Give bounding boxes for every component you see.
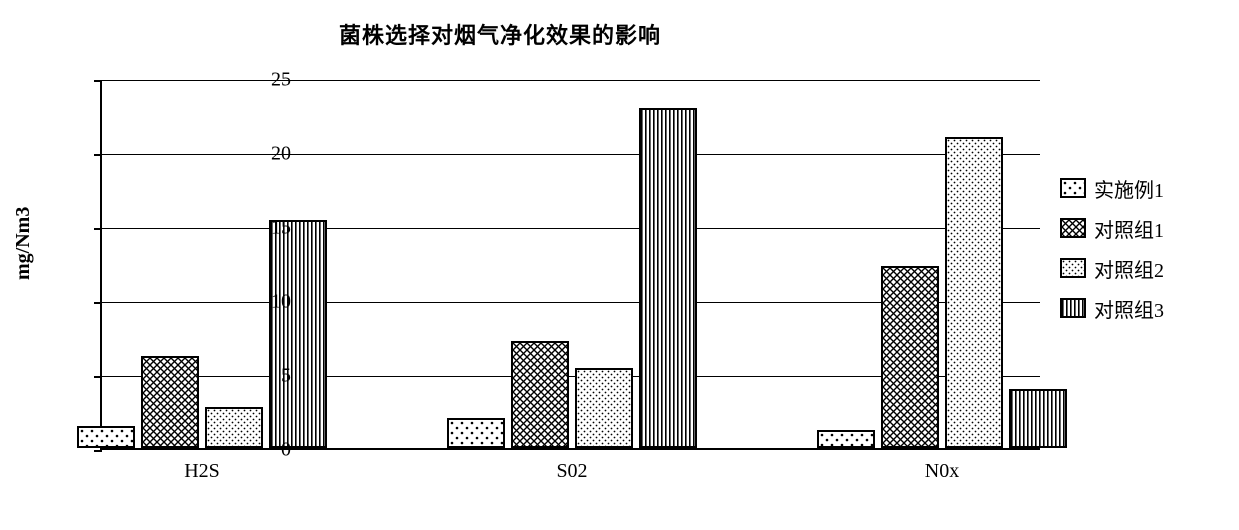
y-tick-mark [94,376,102,378]
legend-swatch [1060,258,1086,278]
y-tick-label: 10 [241,291,291,314]
bar [639,108,697,448]
legend-swatch [1060,178,1086,198]
bar [511,341,569,448]
legend: 实施例1 对照组1 对照组2 对照组3 [1060,168,1164,328]
bar [575,368,633,448]
bar [881,266,939,448]
bar [141,356,199,448]
legend-swatch [1060,298,1086,318]
bar [77,426,135,448]
chart-container: 菌株选择对烟气净化效果的影响 mg/Nm3 [0,0,1239,530]
y-tick-mark [94,228,102,230]
legend-item: 对照组2 [1060,248,1164,288]
y-tick-mark [94,450,102,452]
x-category-label: N0x [902,460,982,483]
y-tick-mark [94,154,102,156]
y-tick-label: 5 [241,365,291,388]
legend-label: 对照组2 [1094,254,1164,283]
x-category-label: S02 [532,460,612,483]
y-tick-label: 15 [241,217,291,240]
y-tick-label: 20 [241,143,291,166]
y-axis-label: mg/Nm3 [12,207,35,280]
legend-label: 对照组1 [1094,214,1164,243]
y-tick-label: 0 [241,439,291,462]
legend-item: 对照组3 [1060,288,1164,328]
bar [269,220,327,448]
legend-item: 对照组1 [1060,208,1164,248]
legend-swatch [1060,218,1086,238]
bar [945,137,1003,448]
bar [817,430,875,448]
y-tick-mark [94,80,102,82]
legend-label: 对照组3 [1094,294,1164,323]
legend-label: 实施例1 [1094,174,1164,203]
plot-area: H2SS02N0x [100,80,1040,450]
y-tick-mark [94,302,102,304]
legend-item: 实施例1 [1060,168,1164,208]
bar [1009,389,1067,448]
bar [447,418,505,448]
x-category-label: H2S [162,460,242,483]
y-tick-label: 25 [241,69,291,92]
chart-title: 菌株选择对烟气净化效果的影响 [0,18,1000,50]
